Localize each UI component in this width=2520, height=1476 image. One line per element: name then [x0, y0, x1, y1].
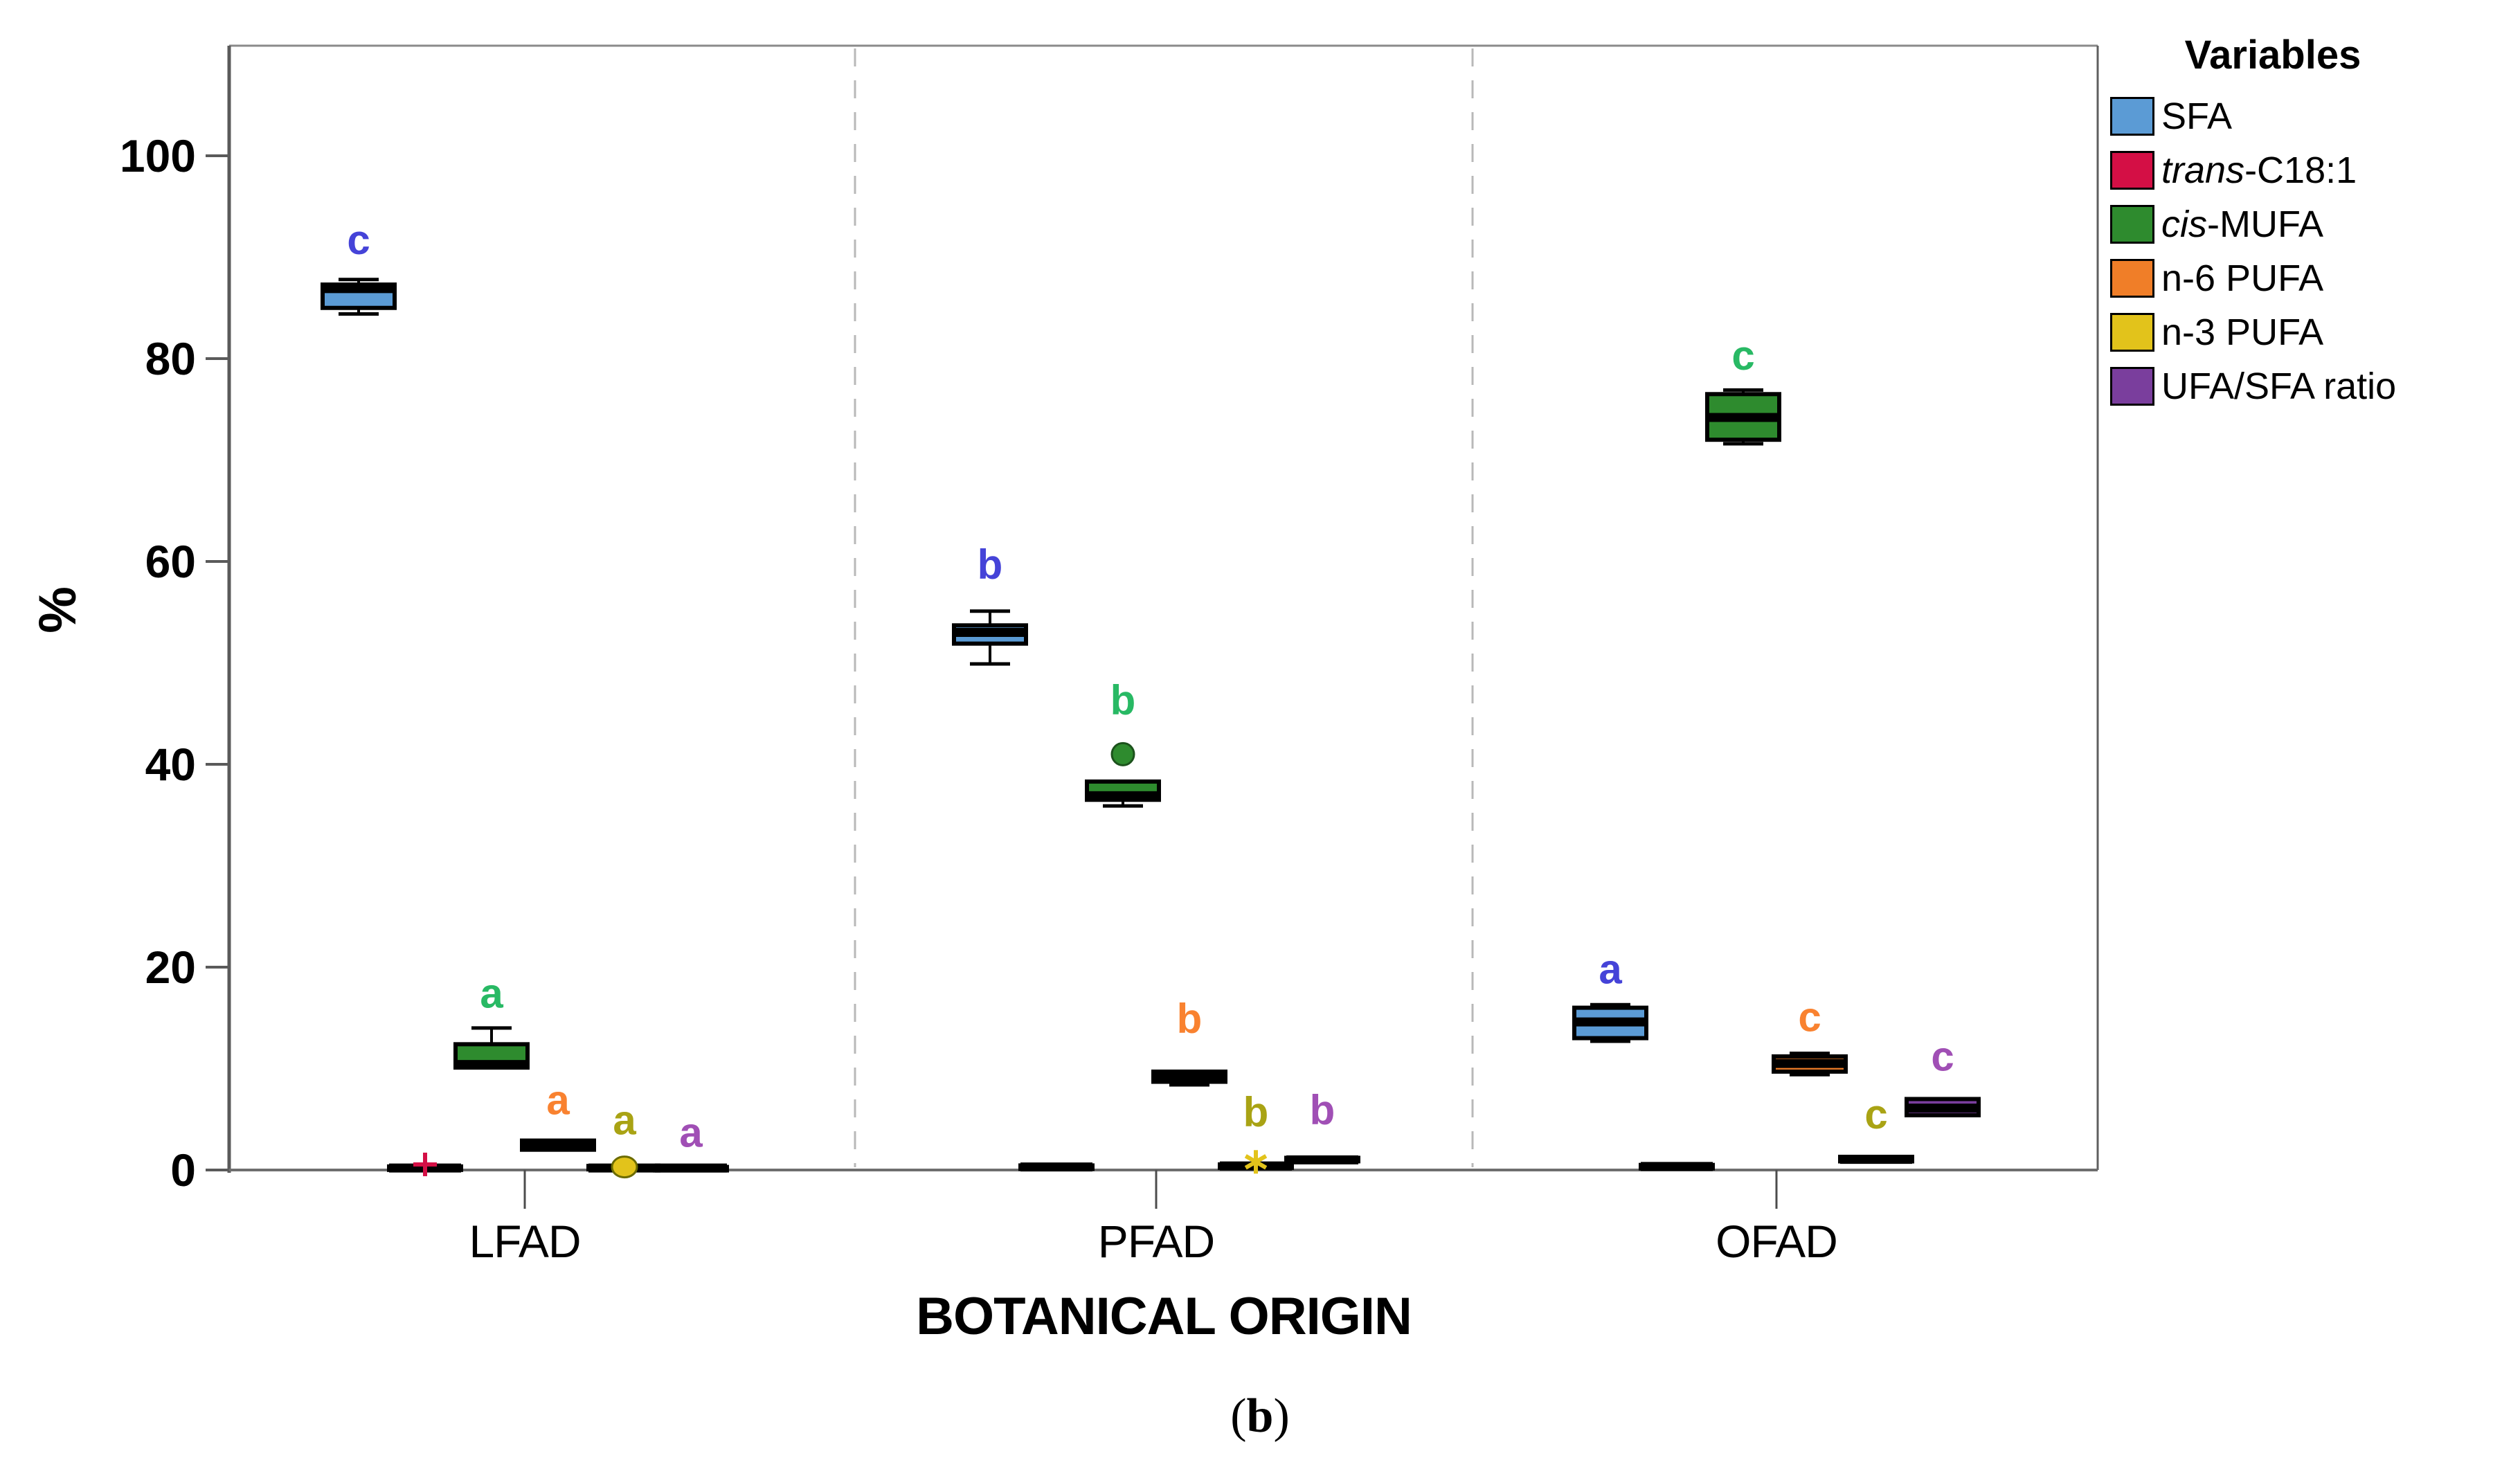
legend-item-trans-C18-1: trans-C18:1 [2110, 143, 2512, 197]
significance-letter-UFA-SFA-ratio-OFAD: c [1931, 1033, 1954, 1079]
group-label-PFAD: PFAD [1098, 1216, 1214, 1267]
significance-letter-cis-MUFA-PFAD: b [1110, 677, 1136, 723]
legend-item-SFA: SFA [2110, 89, 2512, 143]
legend-items: SFA trans-C18:1 cis-MUFA n-6 PUFA n-3 PUFA UF… [2110, 89, 2512, 413]
outlier-circle-n-3-PUFA-LFAD [611, 1155, 638, 1179]
legend-item-label: SFA [2161, 96, 2233, 137]
outlier-star-n-3-PUFA-PFAD [1244, 1154, 1268, 1170]
significance-letter-SFA-PFAD: b [978, 541, 1003, 588]
legend-item-label: trans-C18:1 [2161, 150, 2357, 191]
significance-letter-n-6-PUFA-PFAD: b [1177, 996, 1203, 1042]
legend-color-swatch [2110, 97, 2154, 136]
group-label-OFAD: OFAD [1716, 1216, 1837, 1267]
significance-letter-n-3-PUFA-OFAD: c [1864, 1091, 1887, 1137]
significance-letter-n-3-PUFA-PFAD: b [1243, 1089, 1269, 1135]
legend-color-swatch [2110, 313, 2154, 352]
legend: Variables SFA trans-C18:1 cis-MUFA n-6 PUFA… [2110, 32, 2512, 413]
caption-letter: b [1246, 1389, 1274, 1443]
legend-item-n-6-PUFA: n-6 PUFA [2110, 251, 2512, 305]
y-tick-label: 60 [145, 536, 196, 587]
significance-letter-n-6-PUFA-OFAD: c [1798, 993, 1821, 1040]
significance-letter-cis-MUFA-OFAD: c [1731, 332, 1754, 379]
y-tick-label: 100 [120, 130, 196, 181]
caption-close-paren: ) [1273, 1389, 1290, 1443]
y-tick-label: 0 [170, 1144, 196, 1196]
significance-letter-n-6-PUFA-LFAD: a [546, 1077, 570, 1123]
legend-color-swatch [2110, 367, 2154, 406]
legend-item-label: UFA/SFA ratio [2161, 366, 2397, 407]
group-label-LFAD: LFAD [469, 1216, 580, 1267]
significance-letter-SFA-LFAD: c [347, 217, 370, 263]
y-tick-label: 40 [145, 739, 196, 790]
significance-letter-SFA-OFAD: a [1599, 946, 1622, 992]
legend-color-swatch [2110, 151, 2154, 190]
significance-letter-cis-MUFA-LFAD: a [480, 971, 503, 1017]
legend-color-swatch [2110, 259, 2154, 298]
legend-item-label: cis-MUFA [2161, 204, 2323, 245]
legend-item-label: n-6 PUFA [2161, 258, 2324, 299]
x-axis-title: BOTANICAL ORIGIN [916, 1287, 1412, 1346]
legend-item-cis-MUFA: cis-MUFA [2110, 197, 2512, 251]
outlier-dot-cis-MUFA-PFAD [1110, 741, 1135, 766]
legend-item-UFA-SFA-ratio: UFA/SFA ratio [2110, 359, 2512, 413]
significance-letter-n-3-PUFA-LFAD: a [613, 1097, 636, 1144]
significance-letter-UFA-SFA-ratio-PFAD: b [1310, 1087, 1335, 1133]
y-tick-label: 80 [145, 333, 196, 384]
legend-color-swatch [2110, 205, 2154, 244]
figure-caption: (b) [0, 1389, 2520, 1444]
legend-item-n-3-PUFA: n-3 PUFA [2110, 305, 2512, 359]
legend-title: Variables [2184, 33, 2361, 78]
y-axis-title: % [28, 586, 87, 633]
caption-open-paren: ( [1230, 1389, 1247, 1443]
significance-letter-UFA-SFA-ratio-LFAD: a [679, 1109, 703, 1155]
y-tick-label: 20 [145, 942, 196, 993]
legend-item-label: n-3 PUFA [2161, 312, 2324, 353]
